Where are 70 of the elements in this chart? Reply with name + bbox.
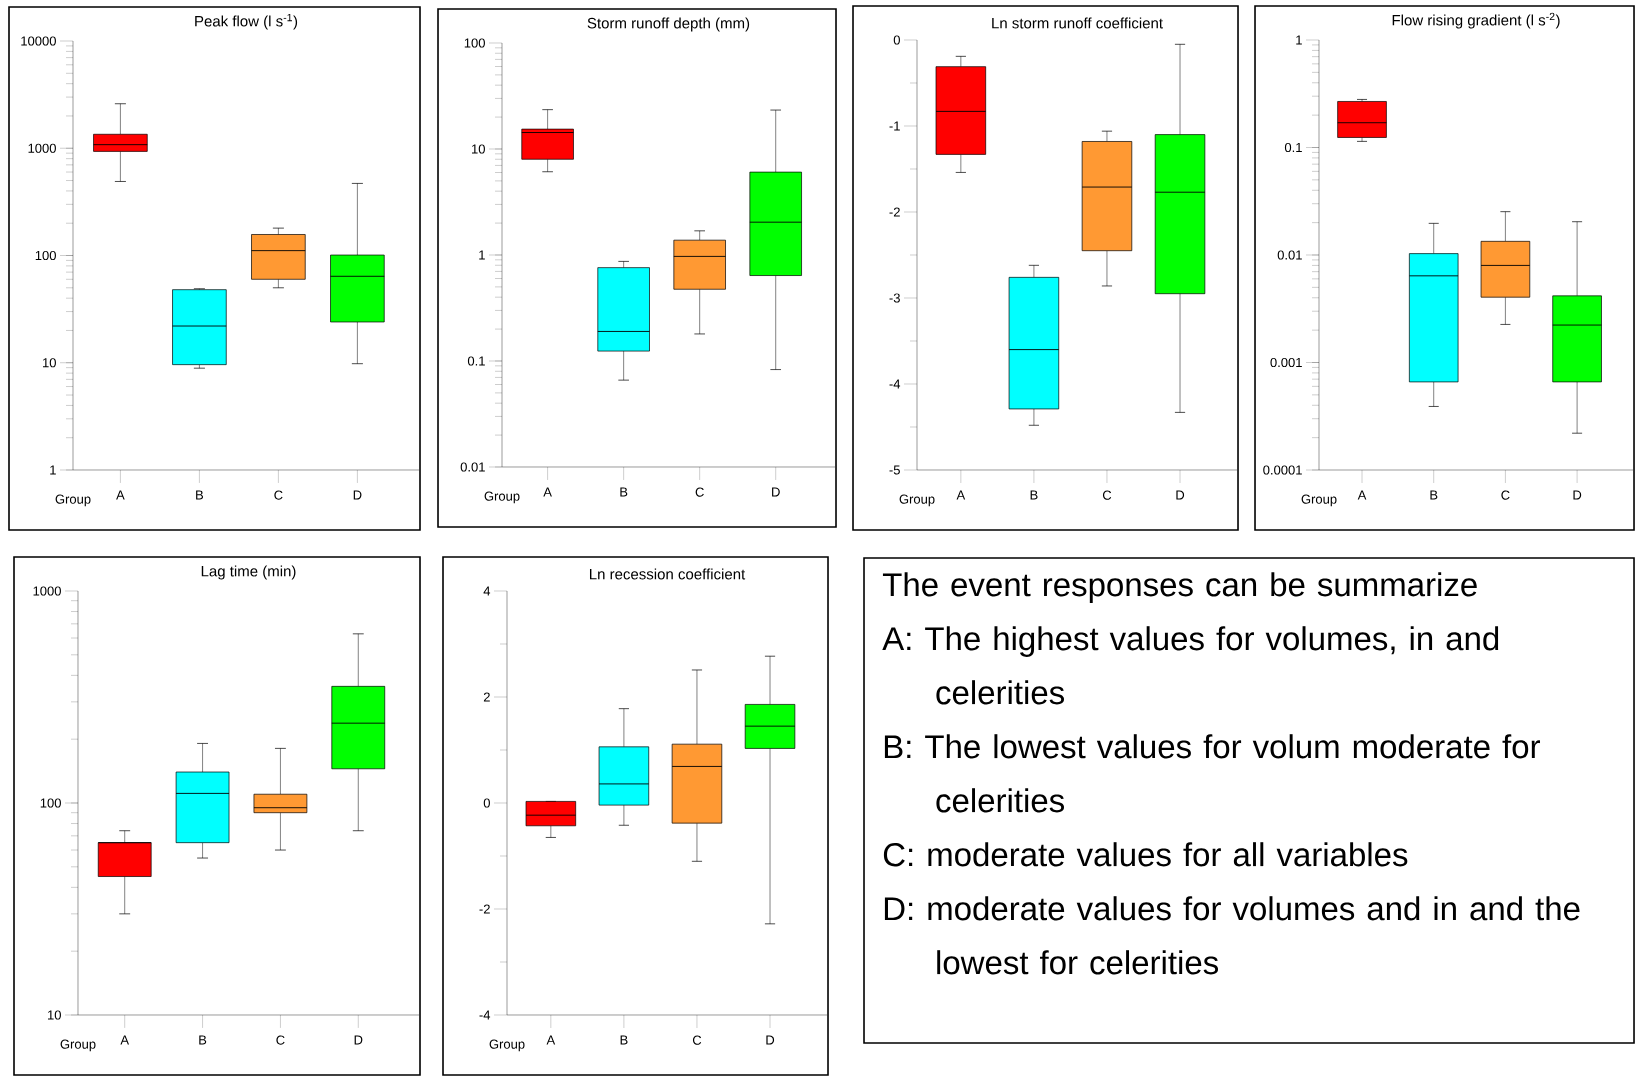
x-tick-label: A [116, 490, 125, 500]
x-tick-label: D [354, 1035, 363, 1045]
y-tick-label: 10000 [21, 36, 56, 46]
x-tick-label: D [766, 1035, 775, 1045]
y-tick-label: 10 [48, 1010, 61, 1020]
y-tick-label: 1 [1296, 35, 1302, 45]
y-tick-label: -2 [479, 904, 490, 914]
y-tick-label: 0.01 [460, 462, 485, 472]
y-tick-label: 100 [40, 798, 61, 808]
y-tick-label: 1000 [33, 586, 61, 596]
y-tick-label: -3 [889, 293, 900, 303]
x-tick-label: C [1501, 490, 1510, 500]
y-tick-label: 100 [35, 250, 56, 261]
x-axis-title: Group [1301, 494, 1337, 507]
y-tick-label: 0 [483, 798, 490, 808]
y-tick-label: -1 [889, 121, 900, 131]
y-tick-label: 10 [472, 144, 485, 154]
y-tick-label: 0 [893, 35, 900, 45]
x-tick-label: A [1357, 490, 1367, 500]
text: D: moderate values for volumes and in and the lowest for celerities [884, 896, 1580, 975]
y-tick-label: 4 [483, 586, 491, 596]
x-tick-label: A [120, 1035, 130, 1045]
y-tick-label: 1000 [28, 143, 56, 153]
x-axis-title: Group [484, 491, 520, 504]
x-tick-label: D [1573, 490, 1582, 500]
chart-title: Lag time (min) [201, 565, 296, 580]
x-axis-title: Group [899, 494, 935, 507]
x-tick-label: C [1102, 490, 1112, 500]
y-tick-label: 1 [50, 465, 56, 475]
chart-title: Ln recession coefficient [589, 568, 746, 580]
x-tick-label: D [1176, 490, 1185, 500]
text: C: moderate values for all variables [883, 842, 1408, 867]
x-axis-title: Group [55, 494, 91, 507]
y-tick-label: 2 [483, 692, 490, 702]
x-tick-label: C [276, 1035, 285, 1045]
x-tick-label: B [196, 490, 204, 500]
y-tick-label: -4 [479, 1010, 491, 1020]
x-tick-label: B [1030, 490, 1038, 500]
x-tick-label: A [956, 490, 966, 500]
x-tick-label: B [199, 1035, 207, 1045]
y-tick-label: 100 [464, 38, 485, 48]
x-tick-label: C [274, 490, 283, 500]
text: The event responses can be summarize [882, 572, 1477, 603]
text: A: The highest values for volumes, in and celerities [882, 626, 1499, 705]
y-tick-label: 1 [479, 250, 485, 260]
y-tick-label: -2 [889, 207, 900, 217]
x-tick-label: D [353, 490, 362, 500]
y-tick-label: -4 [889, 379, 901, 389]
chart-title: Flow rising gradient (l s$^{-2}$) [1392, 12, 1560, 29]
chart-title: Peak flow (l s$^{-1}$) [195, 13, 298, 30]
x-tick-label: A [543, 487, 552, 497]
x-axis-title: Group [60, 1039, 96, 1052]
x-axis-title: Group [489, 1039, 525, 1052]
y-tick-label: 0.0001 [1263, 465, 1302, 475]
x-tick-label: B [620, 487, 628, 497]
y-tick-label: -5 [889, 465, 900, 475]
x-tick-label: A [546, 1035, 556, 1045]
x-tick-label: B [1430, 490, 1438, 500]
y-tick-label: 0.001 [1270, 357, 1302, 368]
text: B: The lowest values for volum moderate for celerities [884, 734, 1541, 813]
x-tick-label: C [692, 1035, 702, 1045]
chart-title: Storm runoff depth (mm) [587, 17, 750, 32]
y-tick-label: 0.1 [467, 356, 485, 366]
x-tick-label: B [620, 1035, 628, 1045]
y-tick-label: 0.01 [1277, 250, 1302, 260]
chart-title: Ln storm runoff coefficient [992, 17, 1163, 29]
x-tick-label: D [772, 487, 780, 497]
y-tick-label: 10 [43, 358, 56, 368]
x-tick-label: C [695, 487, 704, 497]
y-tick-label: 0.1 [1284, 142, 1302, 153]
